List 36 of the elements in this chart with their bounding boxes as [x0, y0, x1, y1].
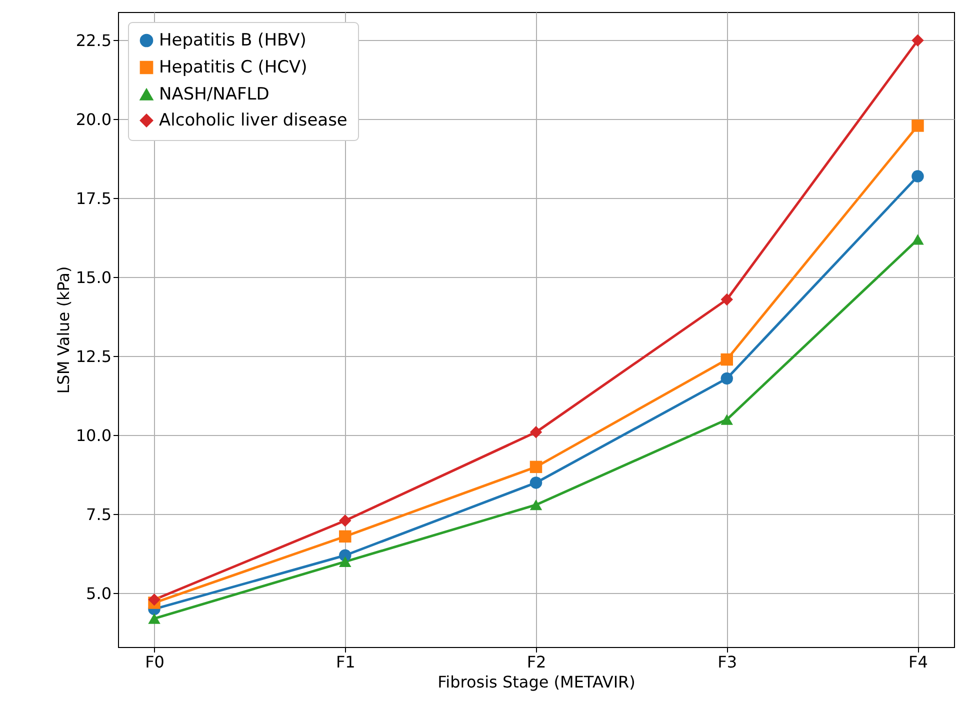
- point: [912, 234, 924, 245]
- x-tick-label: F0: [145, 652, 164, 672]
- y-tick-label: 15.0: [76, 268, 112, 287]
- point: [720, 414, 733, 425]
- x-tick-label: F1: [336, 652, 356, 672]
- x-axis-title: Fibrosis Stage (METAVIR): [438, 672, 636, 692]
- point: [530, 500, 542, 510]
- y-tick-label: 5.0: [86, 584, 112, 603]
- point: [148, 613, 160, 624]
- point: [912, 120, 924, 132]
- legend-label: Alcoholic liver disease: [159, 110, 348, 130]
- y-tick-label: 20.0: [76, 110, 112, 129]
- y-tick-label: 17.5: [76, 188, 112, 208]
- legend-label: NASH/NAFLD: [159, 84, 270, 104]
- legend-label: Hepatitis B (HBV): [159, 30, 306, 50]
- x-tick-label: F3: [718, 652, 738, 672]
- point: [720, 353, 733, 366]
- x-tick-label: F2: [526, 652, 546, 672]
- point: [912, 170, 924, 182]
- point: [530, 476, 542, 489]
- point: [339, 514, 352, 527]
- y-tick-label: 7.5: [86, 504, 112, 524]
- point: [720, 293, 733, 306]
- point: [339, 530, 352, 543]
- x-tick-label: F4: [908, 652, 928, 672]
- legend-label: Hepatitis C (HCV): [159, 58, 308, 78]
- y-tick-label: 12.5: [76, 346, 112, 366]
- point: [148, 593, 160, 606]
- y-tick-label: 22.5: [76, 30, 112, 50]
- point: [339, 556, 352, 568]
- point: [530, 426, 542, 438]
- point: [912, 34, 924, 47]
- point: [720, 372, 733, 385]
- y-axis-title: LSM Value (kPa): [54, 266, 73, 394]
- point: [530, 460, 542, 474]
- y-tick-label: 10.0: [76, 426, 112, 445]
